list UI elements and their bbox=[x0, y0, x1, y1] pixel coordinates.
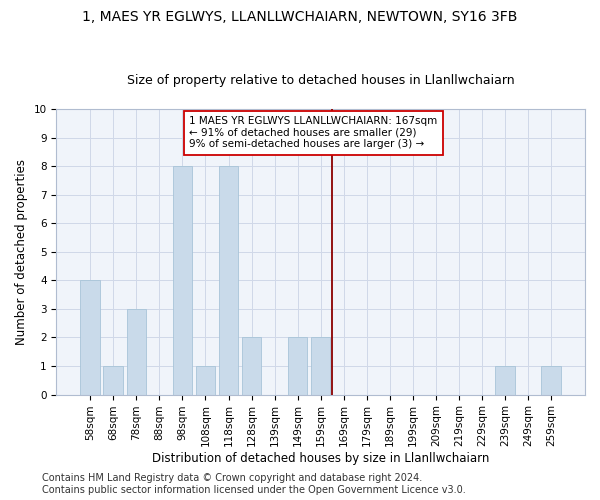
Bar bbox=[288, 338, 307, 394]
Bar bbox=[127, 309, 146, 394]
Title: Size of property relative to detached houses in Llanllwchaiarn: Size of property relative to detached ho… bbox=[127, 74, 515, 87]
Text: 1, MAES YR EGLWYS, LLANLLWCHAIARN, NEWTOWN, SY16 3FB: 1, MAES YR EGLWYS, LLANLLWCHAIARN, NEWTO… bbox=[82, 10, 518, 24]
Bar bbox=[219, 166, 238, 394]
Text: Contains HM Land Registry data © Crown copyright and database right 2024.
Contai: Contains HM Land Registry data © Crown c… bbox=[42, 474, 466, 495]
Y-axis label: Number of detached properties: Number of detached properties bbox=[15, 159, 28, 345]
Bar bbox=[495, 366, 515, 394]
Bar bbox=[80, 280, 100, 394]
X-axis label: Distribution of detached houses by size in Llanllwchaiarn: Distribution of detached houses by size … bbox=[152, 452, 490, 465]
Bar bbox=[173, 166, 192, 394]
Text: 1 MAES YR EGLWYS LLANLLWCHAIARN: 167sqm
← 91% of detached houses are smaller (29: 1 MAES YR EGLWYS LLANLLWCHAIARN: 167sqm … bbox=[190, 116, 437, 150]
Bar bbox=[103, 366, 123, 394]
Bar bbox=[196, 366, 215, 394]
Bar bbox=[541, 366, 561, 394]
Bar bbox=[242, 338, 262, 394]
Bar bbox=[311, 338, 331, 394]
